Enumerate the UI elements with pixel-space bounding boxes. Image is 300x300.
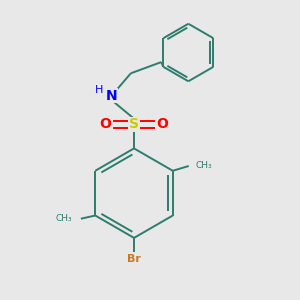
Text: O: O bbox=[157, 117, 168, 131]
Text: S: S bbox=[129, 117, 139, 131]
Text: CH₃: CH₃ bbox=[196, 161, 212, 170]
Text: O: O bbox=[100, 117, 112, 131]
Text: CH₃: CH₃ bbox=[55, 214, 72, 223]
Text: Br: Br bbox=[127, 254, 141, 264]
Text: H: H bbox=[95, 85, 104, 95]
Text: N: N bbox=[106, 89, 118, 103]
